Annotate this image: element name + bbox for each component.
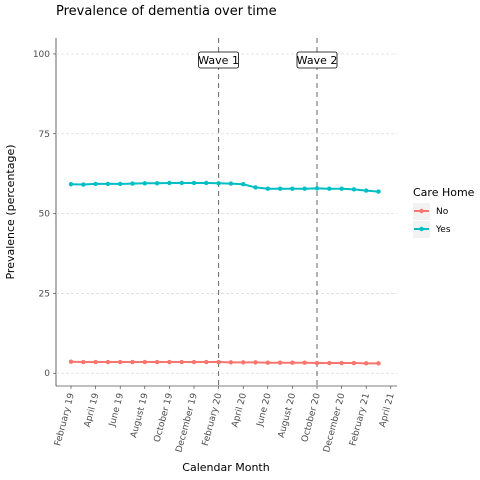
data-point-no [142, 359, 147, 365]
data-point-yes [179, 180, 184, 186]
data-point-no [290, 360, 295, 365]
legend-key-point-no [419, 208, 424, 214]
data-point-no [265, 360, 270, 365]
y-tick-label: 25 [39, 289, 50, 299]
data-point-yes [142, 181, 147, 186]
x-tick-label: April 20 [230, 392, 249, 429]
y-axis-title: Prevalence (percentage) [4, 144, 17, 279]
x-tick-label: August 19 [129, 392, 151, 439]
data-point-no [154, 359, 160, 365]
data-point-yes [216, 181, 221, 186]
data-point-no [376, 361, 381, 366]
data-point-yes [154, 181, 160, 186]
data-point-no [302, 360, 307, 365]
x-tick-label: April 21 [378, 392, 397, 428]
data-point-yes [327, 186, 332, 191]
data-point-no [351, 360, 357, 366]
data-point-no [216, 359, 221, 365]
data-point-yes [191, 180, 197, 186]
data-point-no [253, 360, 258, 365]
data-point-no [314, 360, 320, 366]
data-point-yes [339, 186, 344, 191]
x-axis-title: Calendar Month [182, 461, 269, 474]
x-tick-label: October 20 [300, 392, 323, 443]
data-point-yes [241, 182, 246, 187]
data-point-yes [204, 180, 209, 186]
data-point-no [105, 359, 111, 365]
data-point-no [118, 359, 123, 365]
wave-label-2: Wave 2 [297, 54, 338, 67]
series-line-yes [70, 181, 379, 193]
data-point-no [93, 359, 98, 365]
data-point-yes [68, 182, 74, 187]
y-tick-label: 50 [39, 210, 51, 220]
x-tick-label: December 19 [174, 392, 200, 454]
data-point-yes [105, 181, 111, 187]
data-point-no [241, 360, 246, 365]
data-point-yes [81, 182, 86, 187]
data-point-no [81, 359, 86, 365]
data-point-no [364, 361, 369, 366]
series-line-no [70, 360, 379, 365]
y-tick-label: 0 [44, 369, 50, 379]
data-point-yes [253, 185, 258, 190]
data-point-yes [265, 186, 270, 191]
data-point-yes [364, 188, 369, 193]
wave-label-box-1 [198, 51, 240, 69]
data-point-yes [93, 181, 98, 187]
data-point-no [327, 360, 332, 366]
data-point-no [204, 359, 209, 365]
legend-title: Care Home [413, 186, 475, 199]
data-point-yes [314, 186, 320, 191]
data-point-no [167, 359, 172, 365]
data-point-yes [228, 181, 234, 186]
data-point-no [130, 359, 135, 365]
x-tick-label: June 19 [107, 392, 126, 429]
wave-label-box-2 [296, 51, 338, 69]
data-point-no [68, 359, 74, 364]
data-point-yes [130, 181, 135, 186]
y-tick-label: 75 [39, 130, 50, 140]
x-tick-label: August 20 [277, 392, 299, 439]
x-tick-label: April 19 [83, 392, 102, 429]
data-point-yes [302, 186, 307, 191]
wave-label-1: Wave 1 [198, 54, 239, 67]
data-point-no [228, 360, 234, 365]
legend-label-no: No [436, 207, 449, 217]
data-point-yes [376, 189, 381, 194]
data-point-yes [118, 181, 123, 187]
x-tick-label: June 20 [255, 392, 274, 429]
data-point-no [191, 359, 197, 365]
chart-title: Prevalence of dementia over time [56, 4, 277, 19]
legend-label-yes: Yes [435, 225, 451, 235]
x-tick-label: February 20 [201, 392, 225, 447]
x-tick-label: February 19 [53, 392, 77, 447]
data-point-yes [290, 186, 295, 191]
legend: Care Home No Yes [413, 186, 475, 238]
x-tick-label: December 20 [322, 392, 348, 454]
data-point-yes [167, 180, 172, 186]
y-tick-label: 100 [33, 50, 50, 60]
data-point-no [339, 360, 344, 366]
data-point-yes [277, 186, 283, 191]
x-tick-label: February 21 [348, 392, 372, 447]
data-point-yes [351, 187, 357, 192]
data-point-no [179, 359, 184, 365]
data-point-no [277, 360, 283, 365]
x-tick-label: October 19 [153, 392, 176, 443]
legend-key-point-yes [419, 226, 424, 232]
